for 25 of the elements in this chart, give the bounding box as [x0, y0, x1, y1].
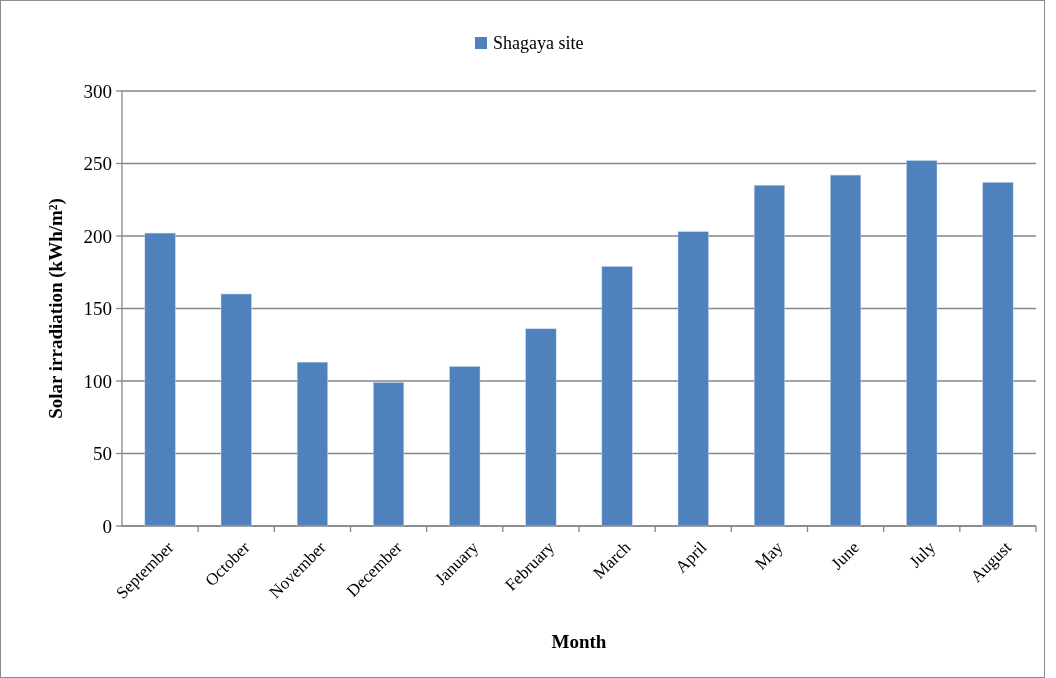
- bar: [677, 231, 709, 527]
- y-axis-title: Solar irradiation (kWh/m²): [45, 198, 67, 419]
- x-tick-label: June: [827, 537, 863, 574]
- bar: [144, 232, 176, 527]
- bar: [830, 174, 862, 527]
- bar: [601, 266, 633, 527]
- x-tick-label: July: [905, 537, 940, 572]
- y-tick-label: 150: [83, 298, 112, 320]
- y-tick-label: 300: [83, 80, 112, 102]
- x-tick-label: May: [751, 537, 788, 574]
- bar: [449, 366, 481, 527]
- bar: [982, 182, 1014, 527]
- bar: [753, 185, 785, 527]
- y-tick-label: 50: [93, 443, 112, 465]
- bar: [373, 382, 405, 527]
- bar: [220, 293, 252, 527]
- x-axis-title: Month: [551, 631, 607, 652]
- y-tick-label: 100: [83, 370, 112, 392]
- legend-label: Shagaya site: [493, 33, 584, 54]
- bar: [906, 160, 938, 527]
- y-tick-label: 250: [83, 153, 112, 175]
- y-tick-label: 200: [83, 225, 112, 247]
- bar: [525, 328, 557, 527]
- y-tick-label: 0: [102, 515, 112, 537]
- bar: [296, 361, 328, 527]
